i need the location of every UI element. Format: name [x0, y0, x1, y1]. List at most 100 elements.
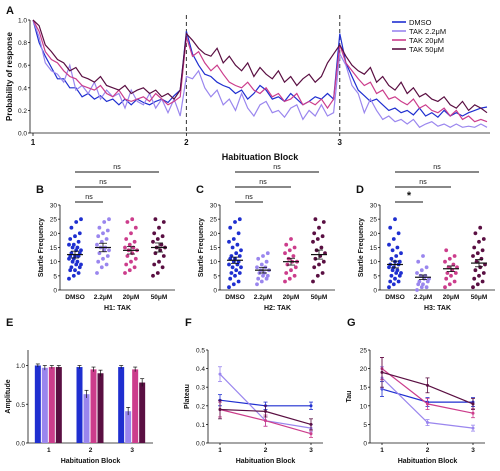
- data-point: [399, 251, 403, 256]
- data-point: [475, 282, 480, 287]
- data-point: [96, 259, 101, 264]
- data-point: [393, 217, 397, 222]
- data-point: [69, 225, 74, 230]
- data-point: [233, 273, 237, 278]
- data-point: [129, 259, 133, 264]
- data-point: [426, 383, 429, 387]
- data-point: [161, 220, 166, 224]
- data-point: [480, 279, 485, 284]
- panel-a-ytick-label: 0.0: [18, 131, 27, 138]
- data-point: [218, 408, 222, 412]
- data-point: [105, 228, 110, 233]
- data-point: [426, 402, 429, 406]
- significance-label: ns: [433, 164, 441, 171]
- panel-a-ytick-label: 0.8: [18, 40, 27, 47]
- panel-b-ytick-label: 20: [50, 231, 58, 238]
- data-point: [397, 259, 402, 264]
- data-point: [388, 225, 393, 230]
- bar: [55, 367, 62, 443]
- group-label: 50μM: [151, 294, 168, 301]
- group-label: 2.2μM: [414, 294, 432, 301]
- data-point: [393, 276, 397, 281]
- data-point: [291, 254, 296, 258]
- data-point: [227, 262, 231, 267]
- data-point: [227, 285, 231, 290]
- data-point: [133, 256, 138, 261]
- data-point: [157, 225, 161, 230]
- data-point: [259, 279, 264, 284]
- panel-d-ytick-label: 0: [373, 288, 377, 295]
- data-point: [160, 234, 165, 239]
- data-point: [157, 259, 161, 264]
- data-point: [75, 245, 80, 250]
- data-point: [388, 279, 393, 284]
- data-point: [127, 242, 132, 247]
- data-point: [132, 239, 137, 244]
- data-point: [76, 271, 81, 275]
- data-point: [239, 248, 243, 253]
- data-point: [416, 259, 421, 264]
- data-point: [421, 254, 425, 258]
- bar: [34, 365, 41, 443]
- data-point: [231, 237, 236, 241]
- panel-e-ytick-label: 1.0: [16, 363, 25, 370]
- data-point: [475, 251, 480, 256]
- panel-xlabel: H1: TAK: [104, 305, 131, 312]
- group-label: 2.2μM: [94, 294, 112, 301]
- data-point: [447, 282, 452, 287]
- data-point: [125, 254, 130, 258]
- data-point: [237, 217, 242, 222]
- bar: [139, 382, 146, 443]
- panel-b-ytick-label: 25: [50, 217, 58, 224]
- data-point: [387, 242, 391, 247]
- data-point: [443, 259, 447, 264]
- data-point: [312, 231, 317, 236]
- data-point: [124, 262, 129, 267]
- data-point: [479, 256, 484, 261]
- data-point: [132, 265, 137, 270]
- panel-a-line-tak-50-m: [32, 19, 488, 114]
- panel-b-ytick-label: 0: [53, 288, 57, 295]
- data-point: [125, 220, 130, 224]
- panel-f-ytick-label: 0.1: [196, 422, 205, 429]
- panel-b-ytick-label: 5: [53, 273, 57, 280]
- data-point: [264, 276, 269, 281]
- panel-c-ytick-label: 30: [210, 203, 218, 210]
- panel-a-ytick-label: 1.0: [18, 18, 27, 25]
- data-point: [152, 231, 157, 236]
- data-point: [73, 234, 77, 239]
- group-label: DMSO: [385, 294, 405, 301]
- data-point: [395, 268, 400, 273]
- bar: [41, 367, 48, 443]
- panel-label-A: A: [6, 5, 14, 17]
- data-point: [230, 265, 235, 270]
- significance-label: *: [407, 190, 412, 202]
- legend-label: TAK 20μM: [409, 36, 444, 45]
- data-point: [67, 276, 71, 281]
- data-point: [426, 421, 429, 425]
- data-point: [313, 217, 318, 222]
- panel-c-ytick-label: 10: [210, 259, 218, 266]
- data-point: [471, 411, 475, 415]
- panel-a-ylabel: Probability of response: [5, 31, 14, 120]
- data-point: [68, 237, 73, 241]
- data-point: [319, 245, 324, 250]
- data-point: [473, 268, 478, 273]
- legend-label: TAK 2.2μM: [409, 27, 446, 36]
- data-point: [395, 245, 400, 250]
- data-point: [71, 242, 76, 247]
- data-point: [419, 285, 424, 290]
- data-point: [315, 273, 320, 278]
- group-label: DMSO: [225, 294, 245, 301]
- data-point: [449, 273, 453, 278]
- data-point: [105, 254, 110, 258]
- data-point: [261, 254, 265, 258]
- data-point: [311, 239, 315, 244]
- panel-ylabel: Startle Frequency: [198, 218, 205, 277]
- data-point: [131, 245, 136, 250]
- panel-ylabel: Startle Frequency: [38, 218, 45, 277]
- data-point: [234, 251, 239, 256]
- panel-a-line-tak-20-m: [32, 19, 488, 123]
- data-point: [444, 276, 449, 281]
- data-point: [390, 268, 395, 273]
